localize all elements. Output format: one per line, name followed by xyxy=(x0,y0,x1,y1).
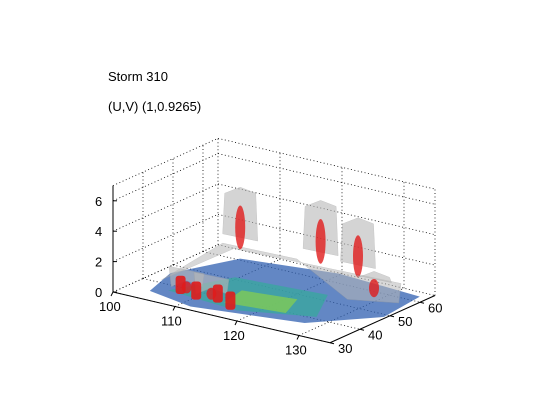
red-core xyxy=(225,291,236,310)
x-tick-label: 120 xyxy=(223,328,245,343)
x-tick-label: 130 xyxy=(285,343,307,358)
grid-line xyxy=(217,153,436,205)
grid-line xyxy=(112,137,219,186)
x-axis-line xyxy=(112,291,331,344)
grid-line xyxy=(217,213,436,266)
grid-line xyxy=(112,213,219,262)
red-core xyxy=(191,281,202,300)
grid-line xyxy=(217,137,436,190)
grey-envelope xyxy=(161,242,402,304)
y-tick xyxy=(389,315,395,318)
grid-line xyxy=(112,183,219,232)
y-tick xyxy=(359,328,365,331)
grid-line xyxy=(217,183,436,236)
x-tick xyxy=(172,306,176,311)
red-core xyxy=(212,284,223,303)
red-core xyxy=(353,235,363,278)
z-tick-label: 0 xyxy=(95,285,102,300)
y-tick xyxy=(419,301,425,304)
axes: 0 2 4 6 100 110 120 130 30 40 50 60 xyxy=(95,185,442,358)
red-core xyxy=(235,205,246,250)
chart-subtitle: (U,V) (1,0.9265) xyxy=(108,99,202,114)
z-tick-label: 4 xyxy=(95,224,102,239)
y-tick xyxy=(329,342,335,345)
y-tick-label: 40 xyxy=(368,327,382,342)
base-slice-core xyxy=(224,290,298,313)
x-tick xyxy=(234,320,238,326)
red-core xyxy=(315,219,326,264)
chart-title: Storm 310 xyxy=(108,69,168,84)
x-tick xyxy=(110,291,114,297)
red-core xyxy=(175,275,186,294)
isosurfaces xyxy=(149,186,420,323)
y-tick-label: 30 xyxy=(338,341,352,356)
y-axis-line xyxy=(329,295,436,344)
grey-tower xyxy=(355,271,392,283)
y-tick-label: 60 xyxy=(428,300,442,315)
red-core xyxy=(369,278,379,298)
x-tick xyxy=(296,335,300,340)
x-tick-label: 110 xyxy=(161,314,182,329)
z-tick-label: 6 xyxy=(95,194,102,209)
x-tick-label: 100 xyxy=(99,299,121,314)
z-tick-label: 2 xyxy=(95,255,102,270)
grid-line xyxy=(112,153,219,202)
y-tick-label: 50 xyxy=(398,314,412,329)
